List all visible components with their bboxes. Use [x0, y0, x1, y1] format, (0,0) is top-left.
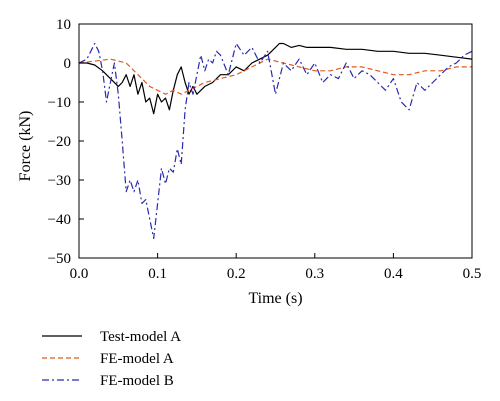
x-axis-title: Time (s) [248, 290, 302, 307]
legend-label-3: FE-model B [100, 373, 174, 389]
y-tick-label: −10 [48, 95, 71, 111]
x-tick-label: 0.0 [70, 266, 89, 282]
legend-label-2: FE-model A [100, 351, 174, 367]
plot-frame [78, 23, 473, 259]
y-tick-label: −20 [48, 134, 71, 150]
series-line-2 [79, 58, 472, 95]
y-tick-label: −50 [48, 251, 71, 267]
x-tick-label: 0.5 [463, 266, 482, 282]
plot-area [79, 42, 472, 240]
series-line-3 [79, 42, 472, 240]
legend-label-1: Test-model A [100, 329, 181, 345]
x-tick-label: 0.4 [384, 266, 403, 282]
x-tick-label: 0.1 [148, 266, 167, 282]
y-tick-label: −30 [48, 173, 71, 189]
y-tick-label: −40 [48, 212, 71, 228]
legend: Test-model A FE-model A FE-model B [42, 329, 181, 389]
x-tick-label: 0.3 [305, 266, 324, 282]
y-tick-label: 10 [56, 17, 71, 33]
y-tick-label: 0 [64, 56, 72, 72]
series-line-1 [79, 42, 472, 115]
y-axis-title: Force (kN) [17, 111, 34, 182]
axes: 0.0 0.1 0.2 0.3 0.4 0.5 10 0 −10 −20 −30 −40 −50 Time… [17, 17, 481, 307]
x-tick-label: 0.2 [227, 266, 246, 282]
